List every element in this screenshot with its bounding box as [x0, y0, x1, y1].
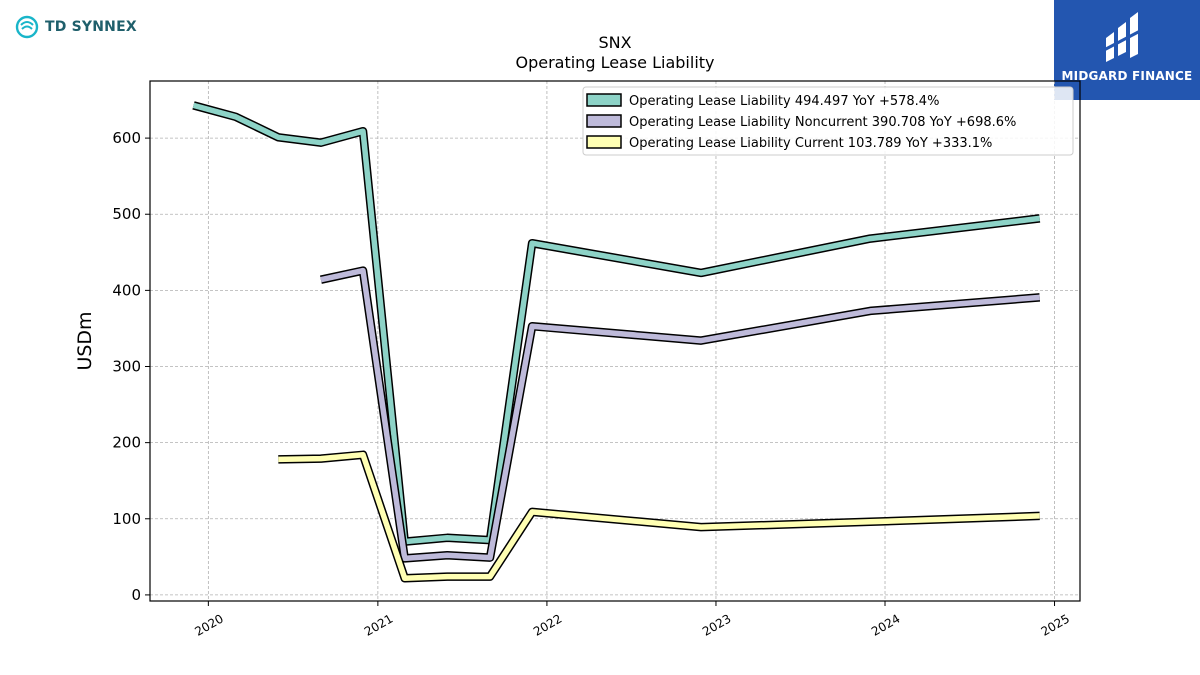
series-outline-1	[320, 266, 1041, 563]
series-line-2	[278, 452, 1040, 581]
y-tick-label: 600	[112, 129, 141, 147]
legend-swatch-1	[586, 114, 622, 128]
x-tick-label: 2020	[192, 611, 225, 638]
chart-subtitle: Operating Lease Liability	[515, 53, 714, 72]
legend-swatch-2	[586, 135, 622, 149]
x-tick-label: 2024	[869, 611, 902, 638]
y-tick-label: 0	[131, 586, 141, 604]
legend-label-2: Operating Lease Liability Current 103.78…	[629, 136, 992, 151]
y-tick-label: 400	[112, 281, 141, 299]
legend-label-0: Operating Lease Liability 494.497 YoY +5…	[629, 94, 939, 109]
series-line-1	[320, 267, 1040, 562]
y-tick-label: 100	[112, 510, 141, 528]
series-layer	[192, 101, 1041, 583]
plot-frame	[149, 80, 1081, 602]
company-logo: TD SYNNEX	[15, 15, 137, 39]
series-line-0	[192, 102, 1041, 545]
midgard-logo-icon	[1103, 12, 1143, 62]
brand-logo: MIDGARD FINANCE	[1054, 0, 1200, 100]
legend-box	[582, 86, 1074, 156]
legend: Operating Lease Liability 494.497 YoY +5…	[582, 86, 1074, 156]
brand-name: MIDGARD FINANCE	[1061, 69, 1193, 83]
x-tick-label: 2023	[700, 611, 733, 638]
y-axis: 0 100 200 300 400 500 600	[112, 129, 150, 604]
y-axis-label: USDm	[74, 311, 96, 370]
td-synnex-logo-icon	[15, 15, 39, 39]
x-tick-label: 2025	[1039, 611, 1072, 638]
chart-title: SNX	[598, 33, 631, 52]
x-axis: 2020 2021 2022 2023 2024 2025	[192, 601, 1072, 639]
legend-swatch-0	[586, 93, 622, 107]
x-tick-label: 2021	[362, 611, 395, 638]
series-outline-0	[192, 101, 1041, 546]
company-name: TD SYNNEX	[45, 19, 137, 35]
y-tick-label: 500	[112, 205, 141, 223]
legend-label-1: Operating Lease Liability Noncurrent 390…	[629, 115, 1016, 130]
x-tick-label: 2022	[531, 611, 564, 638]
y-tick-label: 300	[112, 358, 141, 376]
y-tick-label: 200	[112, 434, 141, 452]
